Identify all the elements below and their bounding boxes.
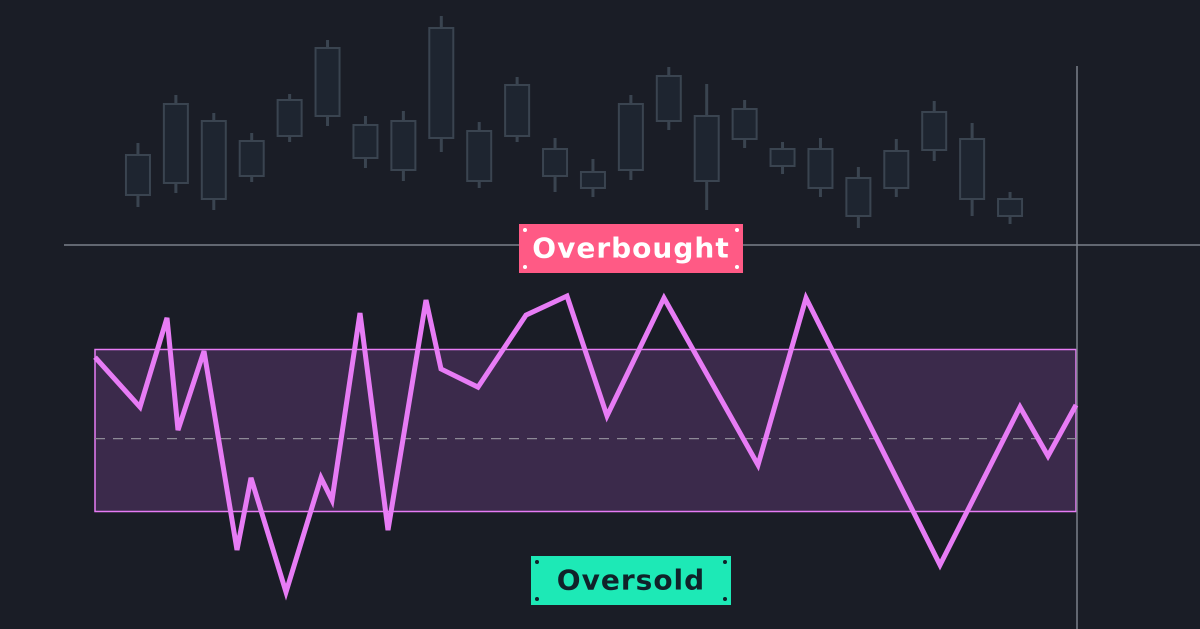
band [94,348,1077,513]
candle-body [428,27,455,139]
candles [124,16,1024,228]
label-dot [723,597,727,601]
rsi-line [93,291,1079,601]
candle-body [542,148,569,177]
candle-body [314,47,341,117]
line-layer [93,291,1079,601]
band-layer [94,348,1077,513]
label-box [519,224,743,273]
candle-body [997,198,1024,217]
candle-body [390,120,417,171]
candle-body [162,103,189,184]
candle-body [579,171,606,189]
candle-body [276,99,303,137]
candle-body [921,111,948,151]
label-dot [523,265,527,269]
label-dot [735,228,739,232]
label-dot [535,560,539,564]
candle-body [655,75,682,122]
candle-body [769,148,796,167]
candle-body [959,138,986,200]
label-text: Oversold [557,564,705,597]
candle-body [807,148,834,189]
candle-body [617,103,644,171]
candle-body [200,120,227,200]
candle-body [504,84,531,137]
label-dot [523,228,527,232]
candle-body [845,177,872,217]
label-dot [723,560,727,564]
annotations: Overbought Oversold [519,224,743,605]
candle-body [352,124,379,159]
label-text: Overbought [532,232,729,265]
label-dot [535,597,539,601]
candle-body [466,130,493,182]
candle-body [731,108,758,140]
candle-body [238,140,265,177]
label-dot [735,265,739,269]
candle-body [883,150,910,189]
label-box [531,556,731,605]
candle-body [693,115,720,182]
candle-body [124,154,151,196]
